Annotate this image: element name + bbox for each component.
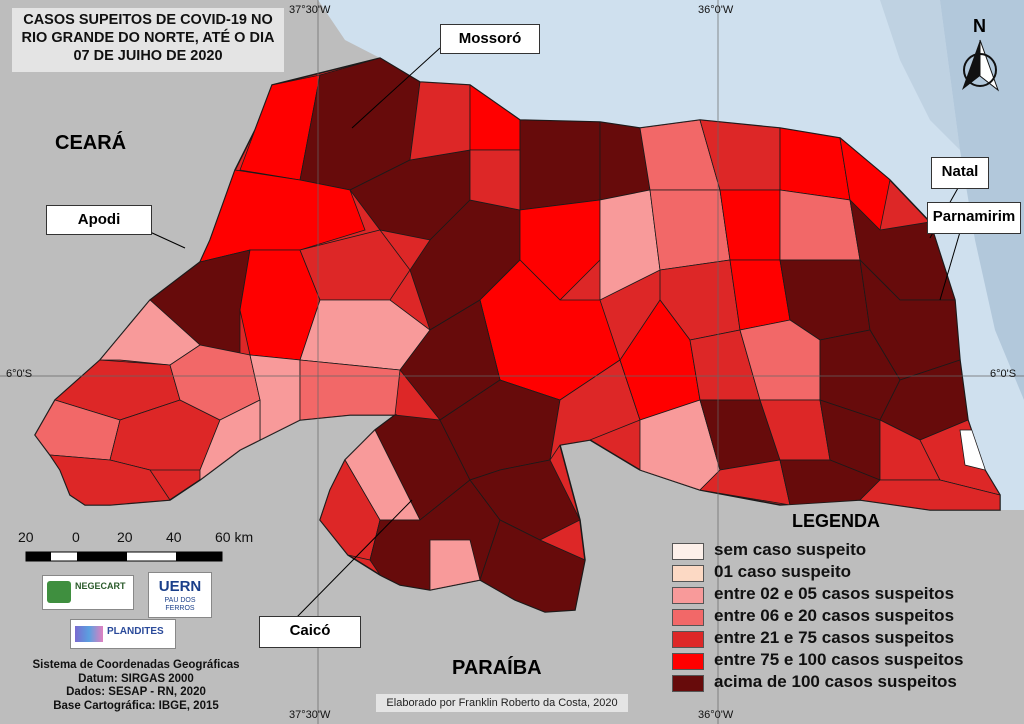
city-label-natal: Natal: [931, 157, 989, 189]
city-label-caico: Caicó: [259, 616, 361, 648]
negecart-logo: NEGECART: [42, 575, 134, 610]
hands-icon: [75, 626, 103, 642]
logo-subtext: PAU DOS FERROS: [164, 597, 196, 612]
tree-icon: [47, 581, 71, 603]
legend-label: acima de 100 casos suspeitos: [714, 672, 957, 691]
legend-swatch: [672, 675, 704, 692]
north-label: N: [973, 16, 986, 36]
scale-label: 0: [72, 529, 80, 545]
metadata-line: Sistema de Coordenadas Geográficas: [32, 659, 240, 671]
legend-label: entre 75 e 100 casos suspeitos: [714, 650, 964, 669]
legend-swatch: [672, 543, 704, 560]
legend-swatch: [672, 565, 704, 582]
scale-label: 60 km: [215, 529, 254, 545]
legend-label: sem caso suspeito: [714, 540, 867, 559]
legend-swatch: [672, 609, 704, 626]
legend-label: entre 06 e 20 casos suspeitos: [714, 606, 955, 625]
logo-text: NEGECART: [75, 581, 126, 591]
scale-bar: [25, 551, 223, 562]
municipalities: [35, 58, 1000, 612]
north-arrow-icon: [962, 39, 1000, 92]
metadata-line: Base Cartográfica: IBGE, 2015: [53, 699, 219, 712]
metadata-line: Dados: SESAP - RN, 2020: [66, 686, 206, 698]
credit: Elaborado por Franklin Roberto da Costa,…: [376, 694, 628, 712]
graticule-label: 37°30'W: [289, 4, 331, 16]
uern-logo: UERN PAU DOS FERROS: [148, 572, 212, 618]
logo-text: UERN: [158, 578, 202, 595]
graticule-label: 6°0'S: [6, 368, 33, 380]
legend-label: entre 02 e 05 casos suspeitos: [714, 584, 955, 603]
city-label-mossoro: Mossoró: [440, 24, 540, 54]
region-label-ceara: CEARÁ: [55, 132, 127, 154]
legend-swatch: [672, 631, 704, 648]
graticule-label: 6°0'S: [990, 368, 1017, 380]
graticule-label: 36°0'W: [698, 709, 734, 721]
metadata-line: Datum: SIRGAS 2000: [78, 672, 194, 685]
legend-title: LEGENDA: [792, 511, 881, 531]
map-metadata: Sistema de Coordenadas Geográficas Datum…: [16, 659, 256, 713]
region-label-paraiba: PARAÍBA: [452, 657, 542, 679]
graticule-label: 36°0'W: [698, 4, 734, 16]
graticule-label: 37°30'W: [289, 709, 331, 721]
city-label-apodi: Apodi: [46, 205, 152, 235]
scale-label: 40: [166, 529, 182, 545]
legend-swatch: [672, 653, 704, 670]
map-title: CASOS SUPEITOS DE COVID-19 NO RIO GRANDE…: [12, 8, 284, 72]
legend-label: 01 caso suspeito: [714, 562, 852, 581]
scale-label: 20: [117, 529, 133, 545]
plandites-logo: PLANDITES: [70, 619, 176, 649]
legend-label: entre 21 e 75 casos suspeitos: [714, 628, 955, 647]
scale-label: 20: [18, 529, 34, 545]
legend-swatch: [672, 587, 704, 604]
logo-text: PLANDITES: [107, 626, 164, 637]
city-label-parnamirim: Parnamirim: [927, 202, 1021, 234]
